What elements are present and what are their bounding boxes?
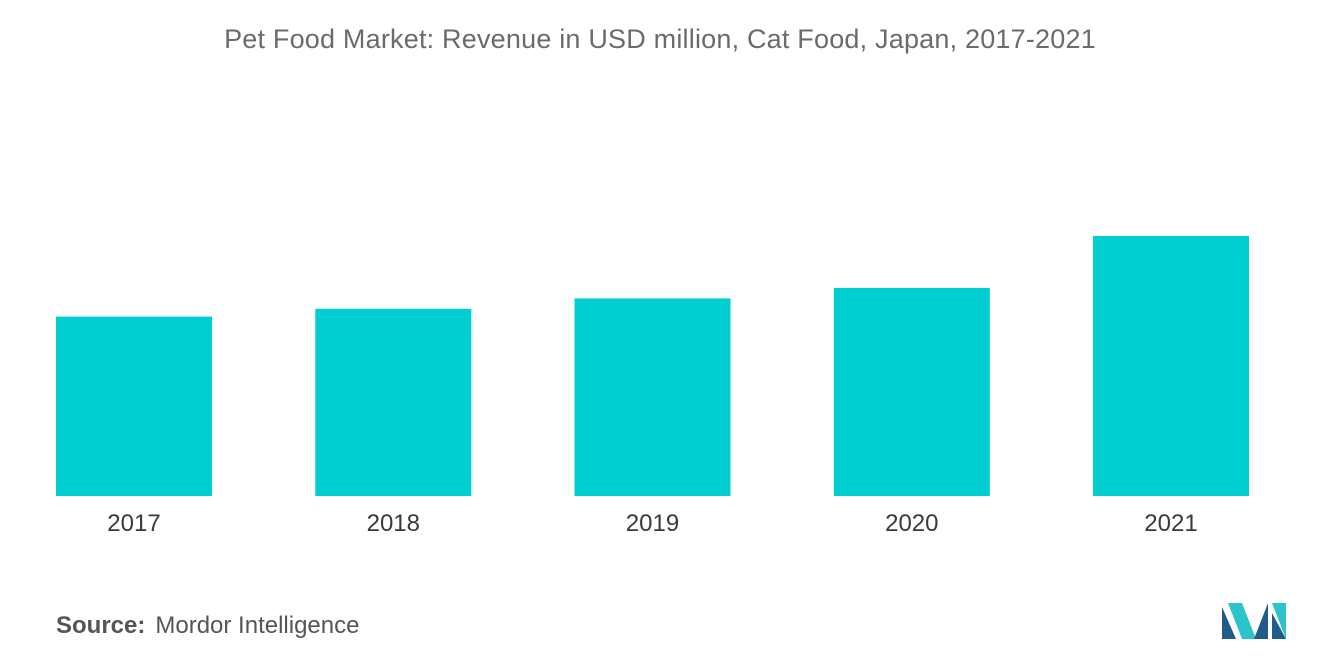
x-tick-label-2021: 2021 bbox=[1144, 510, 1197, 537]
logo-shape bbox=[1272, 603, 1286, 639]
bar-2019 bbox=[574, 298, 731, 496]
logo-shape bbox=[1222, 607, 1236, 639]
bar-2017 bbox=[56, 316, 212, 496]
chart-plot: 2017 2018 2019 2020 2021 bbox=[56, 236, 1249, 537]
bar-2021 bbox=[1093, 236, 1249, 496]
logo-shape bbox=[1254, 603, 1268, 639]
x-tick-label-2017: 2017 bbox=[107, 510, 160, 537]
x-tick-label-2018: 2018 bbox=[367, 510, 420, 537]
bar-2018 bbox=[315, 308, 472, 496]
x-axis-tick-labels: 2017 2018 2019 2020 2021 bbox=[107, 510, 1197, 537]
mordor-intelligence-logo-icon bbox=[1222, 603, 1286, 639]
x-tick-label-2020: 2020 bbox=[885, 510, 938, 537]
logo-shape bbox=[1272, 613, 1286, 639]
chart-title: Pet Food Market: Revenue in USD million,… bbox=[224, 24, 1096, 54]
source-note: Source: Mordor Intelligence bbox=[56, 612, 359, 640]
logo-shape bbox=[1228, 603, 1256, 639]
bars-group bbox=[56, 236, 1249, 496]
x-tick-label-2019: 2019 bbox=[626, 510, 679, 537]
source-label: Source: bbox=[56, 612, 146, 639]
source-value: Mordor Intelligence bbox=[155, 612, 360, 639]
bar-2020 bbox=[833, 288, 990, 496]
